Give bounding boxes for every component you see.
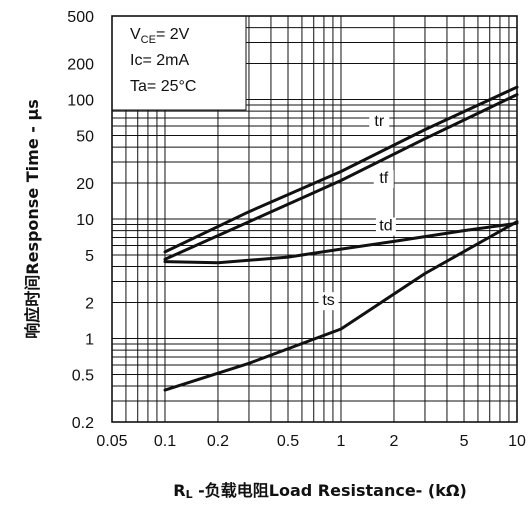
y-tick-label: 200 xyxy=(67,57,94,74)
series-td-line xyxy=(163,221,519,265)
x-tick-label: 10 xyxy=(508,433,526,450)
condition-ta: Ta= 25°C xyxy=(130,78,196,95)
y-axis-title: 响应时间Response Time - μs xyxy=(23,99,42,338)
y-tick-label: 20 xyxy=(76,176,94,193)
chart-series xyxy=(163,85,519,392)
y-tick-label: 0.5 xyxy=(72,367,94,384)
condition-ic: Ic= 2mA xyxy=(130,52,189,69)
curve-label-ts: ts xyxy=(322,292,334,309)
conditions-box xyxy=(111,15,247,111)
curve-label-bg xyxy=(369,113,390,132)
condition-vce: VCE= 2V xyxy=(130,26,190,46)
x-tick-label: 0.1 xyxy=(154,433,176,450)
curve-label-tr: tr xyxy=(374,113,384,130)
y-tick-label: 500 xyxy=(67,9,94,26)
curve-label-bg xyxy=(375,217,396,236)
series-tf-line xyxy=(163,93,519,261)
curve-label-tf: tf xyxy=(379,170,388,187)
y-tick-label: 0.2 xyxy=(72,415,94,432)
curve-label-bg xyxy=(373,170,394,189)
x-tick-label: 2 xyxy=(390,433,399,450)
curve-labels: tr tf td ts xyxy=(318,113,396,311)
y-tick-labels: 500 200 100 50 20 10 5 2 1 0.5 0.2 xyxy=(67,9,94,432)
y-tick-label: 100 xyxy=(67,93,94,110)
curve-label-bg xyxy=(318,292,339,311)
x-tick-label: 1 xyxy=(337,433,346,450)
series-tr-line xyxy=(163,85,519,254)
x-axis-title: RL -负载电阻Load Resistance- (kΩ) xyxy=(173,481,467,501)
y-tick-label: 1 xyxy=(85,331,94,348)
y-tick-label: 50 xyxy=(76,128,94,145)
series-ts-line xyxy=(163,220,519,392)
plot-frame xyxy=(111,15,518,423)
y-tick-label: 2 xyxy=(85,296,94,313)
y-tick-label: 5 xyxy=(85,248,94,265)
x-tick-label: 0.05 xyxy=(96,433,127,450)
curve-label-td: td xyxy=(379,218,392,235)
x-tick-label: 0.2 xyxy=(207,433,229,450)
x-tick-label: 5 xyxy=(460,433,469,450)
x-tick-label: 0.5 xyxy=(277,433,299,450)
y-tick-label: 10 xyxy=(76,212,94,229)
x-tick-labels: 0.05 0.1 0.2 0.5 1 2 5 10 xyxy=(96,433,526,450)
